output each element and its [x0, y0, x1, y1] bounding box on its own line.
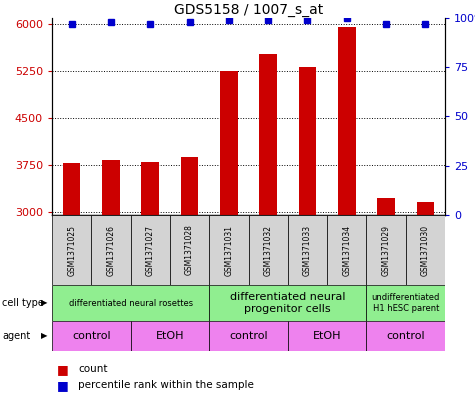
Text: control: control	[72, 331, 111, 341]
Text: GSM1371029: GSM1371029	[381, 224, 390, 275]
Text: GSM1371026: GSM1371026	[106, 224, 115, 275]
Text: EtOH: EtOH	[313, 331, 342, 341]
Bar	[220, 71, 238, 215]
Text: differentiated neural rosettes: differentiated neural rosettes	[68, 299, 193, 307]
Bar	[131, 215, 170, 285]
Text: cell type: cell type	[2, 298, 44, 308]
Bar	[142, 162, 159, 215]
Bar	[299, 67, 316, 215]
Bar	[131, 321, 209, 351]
Text: GSM1371034: GSM1371034	[342, 224, 351, 275]
Text: ■: ■	[57, 378, 68, 392]
Bar	[338, 27, 356, 215]
Text: count: count	[78, 364, 108, 375]
Bar	[63, 163, 80, 215]
Text: GSM1371028: GSM1371028	[185, 224, 194, 275]
Text: control: control	[386, 331, 425, 341]
Text: percentile rank within the sample: percentile rank within the sample	[78, 380, 254, 390]
Text: GSM1371030: GSM1371030	[421, 224, 430, 275]
Bar	[366, 321, 445, 351]
Text: agent: agent	[2, 331, 30, 341]
Text: control: control	[229, 331, 268, 341]
Text: GSM1371027: GSM1371027	[146, 224, 155, 275]
Text: undifferentiated
H1 hESC parent: undifferentiated H1 hESC parent	[371, 293, 440, 313]
Bar	[288, 321, 366, 351]
Text: ▶: ▶	[41, 332, 47, 340]
Bar	[52, 285, 209, 321]
Bar	[52, 215, 91, 285]
Bar	[209, 285, 366, 321]
Bar	[327, 215, 366, 285]
Bar	[259, 54, 277, 215]
Bar	[180, 158, 199, 215]
Bar	[102, 160, 120, 215]
Bar	[209, 321, 288, 351]
Bar	[366, 215, 406, 285]
Text: differentiated neural
progenitor cells: differentiated neural progenitor cells	[230, 292, 345, 314]
Text: GSM1371025: GSM1371025	[67, 224, 76, 275]
Text: EtOH: EtOH	[156, 331, 184, 341]
Bar	[417, 202, 434, 215]
Bar	[52, 321, 131, 351]
Text: GSM1371033: GSM1371033	[303, 224, 312, 275]
Title: GDS5158 / 1007_s_at: GDS5158 / 1007_s_at	[174, 3, 323, 17]
Text: ▶: ▶	[41, 299, 47, 307]
Bar	[91, 215, 131, 285]
Bar	[170, 215, 209, 285]
Text: ■: ■	[57, 363, 68, 376]
Text: GSM1371031: GSM1371031	[224, 224, 233, 275]
Bar	[377, 198, 395, 215]
Bar	[209, 215, 248, 285]
Text: GSM1371032: GSM1371032	[264, 224, 273, 275]
Bar	[406, 215, 445, 285]
Bar	[366, 285, 445, 321]
Bar	[288, 215, 327, 285]
Bar	[248, 215, 288, 285]
